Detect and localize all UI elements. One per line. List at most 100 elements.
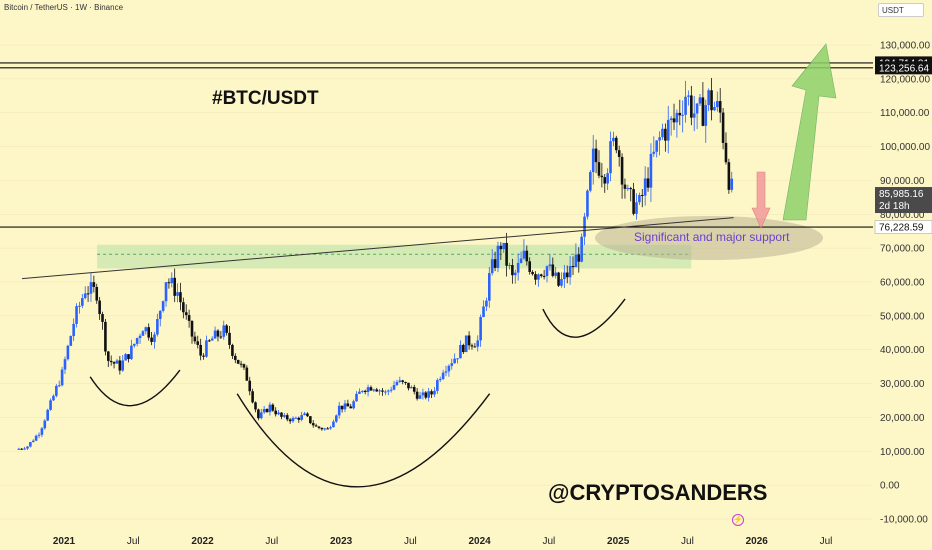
candle-body [222,325,226,337]
y-tick-label: 10,000.00 [880,447,925,458]
candle-body [690,95,693,118]
candle-body [369,387,373,391]
candle-body [280,412,283,417]
candle-body [505,242,508,266]
candle-body [655,140,659,152]
candle-body [231,344,234,356]
candle-body [591,148,595,173]
candle-body [485,300,488,307]
candle-body [513,272,517,276]
candle-body [366,387,370,393]
candle-body [153,334,156,342]
candle-body [158,310,162,320]
candle-body [257,409,260,419]
candle-body [95,286,99,301]
candle-body [727,162,731,190]
candle-body [262,409,266,413]
candle-body [138,335,142,339]
candle-body [173,277,176,296]
candle-body [271,404,275,411]
candle-body [285,415,289,420]
candle-body [701,97,705,126]
x-tick-label: Jul [404,536,417,547]
candle-body [29,442,32,447]
candle-body [710,90,713,111]
candle-body [716,101,719,108]
price-label-bg [875,61,932,75]
candle-body [46,409,49,421]
cup-arc [236,393,491,488]
candle-body [430,391,433,395]
candle-body [288,419,292,422]
candle-body [597,162,601,176]
support-annotation: Significant and major support [634,230,790,244]
candle-body [268,404,272,413]
candle-body [283,415,286,417]
candle-body [640,195,644,197]
candle-body [412,386,416,392]
candle-body [196,341,200,345]
candle-body [291,417,295,422]
candle-body [190,320,194,337]
candle-body [34,435,38,441]
candle-body [213,330,217,339]
candle-body [687,95,690,97]
candle-body [69,336,73,346]
candle-body [225,325,228,333]
candle-body [242,364,246,368]
green-zone-rect [97,244,692,269]
candle-body [519,258,523,263]
candle-body [314,425,318,427]
candle-body [724,142,728,163]
currency-button[interactable]: USDT [878,3,924,17]
candle-body [658,137,661,141]
y-tick-label: 60,000.00 [880,278,925,289]
candle-body [499,245,503,250]
candle-body [150,337,153,342]
candle-body [554,272,557,276]
candle-body [557,272,560,286]
candle-body [239,363,243,365]
candle-body [104,321,107,352]
candle-body [124,354,127,361]
candle-body [666,119,670,141]
candle-body [626,188,630,190]
candle-body [511,265,514,276]
x-tick-label: 2024 [469,536,492,547]
candle-body [106,351,110,361]
candle-body [167,282,171,284]
candle-body [277,412,280,415]
symbol-header[interactable]: Bitcoin / TetherUS · 1W · Binance [4,3,124,12]
candle-body [386,390,390,392]
candle-body [40,428,44,435]
candle-body [340,405,344,410]
candle-body [337,405,341,416]
candle-body [265,409,269,413]
candle-body [176,292,179,296]
candle-body [698,97,702,104]
x-tick-label: Jul [543,536,556,547]
candle-body [141,331,145,336]
candle-body [358,391,361,394]
candle-body [294,417,298,419]
candle-body [418,395,422,399]
candle-body [317,426,321,428]
candle-body [695,103,699,114]
candle-body [407,382,410,389]
flash-icon[interactable]: ⚡ [732,514,744,526]
candle-body [473,346,477,348]
candle-body [300,415,303,420]
candle-body [635,202,638,214]
candle-body [86,293,90,295]
candle-body [372,389,376,391]
candle-body [66,345,70,360]
cup-pattern-arcs [89,298,626,488]
candle-body [182,302,185,313]
candle-body [311,423,315,426]
price-label-countdown: 2d 18h [879,201,910,212]
candle-body [170,277,174,284]
candle-body [661,128,664,138]
candle-body [332,421,335,428]
y-tick-label: 50,000.00 [880,311,925,322]
